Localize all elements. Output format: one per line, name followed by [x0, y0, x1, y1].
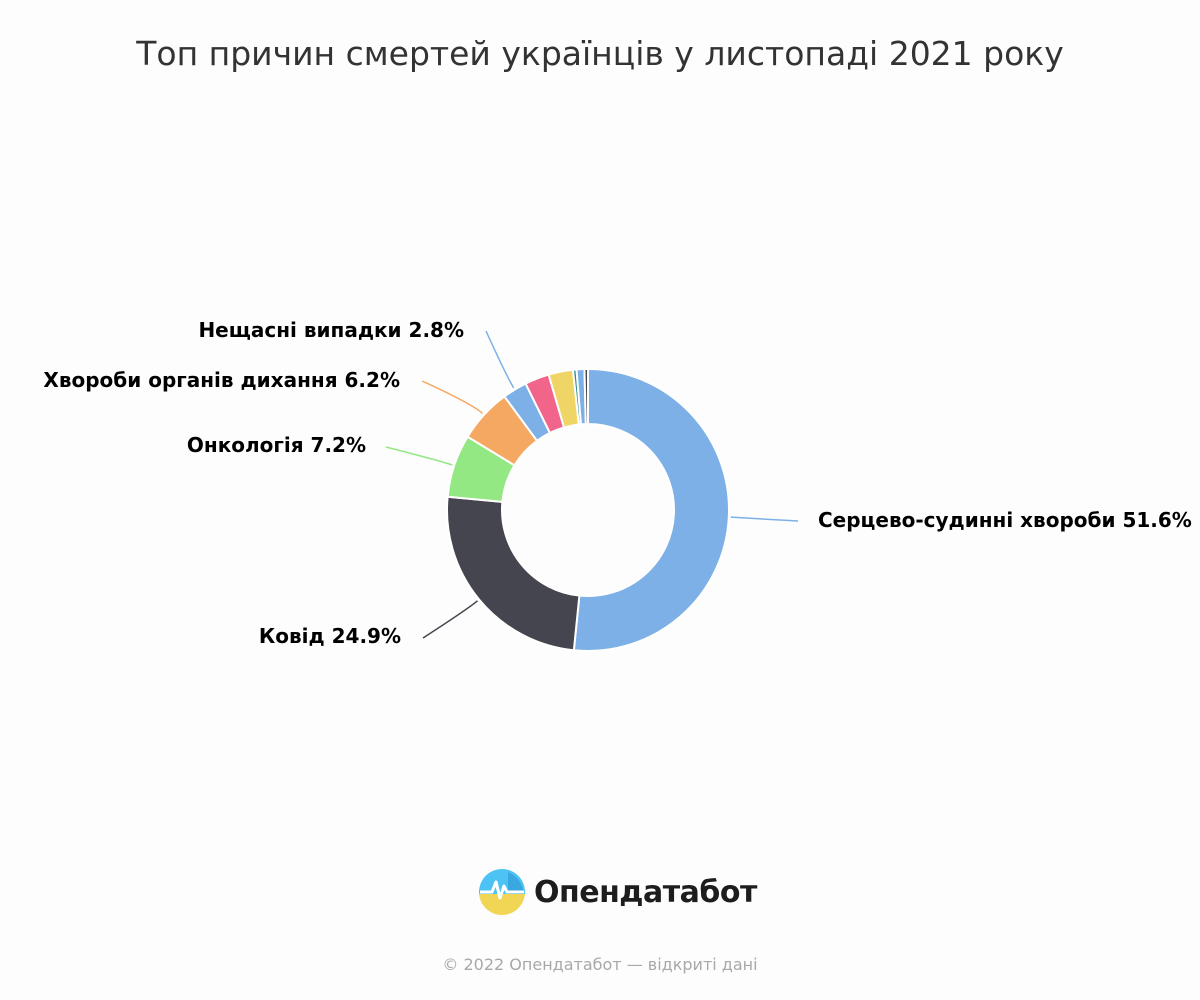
- logo-wordmark: Опендатабот: [534, 874, 757, 910]
- slice-label-0: Серцево-судинні хвороби 51.6%: [818, 508, 1192, 532]
- slice-label-3: Хвороби органів дихання 6.2%: [43, 368, 400, 392]
- slice-label-4: Нещасні випадки 2.8%: [198, 318, 464, 342]
- slice-labels: Серцево-судинні хвороби 51.6% Ковід 24.9%…: [43, 318, 1191, 648]
- donut-slice-9[interactable]: [583, 367, 589, 426]
- opendatabot-logo-icon: [479, 869, 525, 915]
- leader-line-4: [485, 330, 515, 389]
- donut-slice-1[interactable]: [446, 495, 581, 652]
- chart-title: Топ причин смертей українців у листопаді…: [136, 34, 1064, 73]
- leader-line-2: [385, 446, 453, 466]
- leader-line-1: [422, 600, 479, 639]
- opendatabot-logo: Опендатабот: [478, 866, 757, 918]
- label-leader-lines: [385, 330, 799, 639]
- donut-slice-0[interactable]: [572, 367, 730, 652]
- slice-label-1: Ковід 24.9%: [259, 624, 401, 648]
- donut-slices: [446, 367, 730, 652]
- slice-label-2: Онкологія 7.2%: [187, 433, 366, 457]
- leader-line-3: [421, 380, 484, 414]
- leader-line-0: [730, 516, 799, 522]
- footer-copyright: © 2022 Опендатабот — відкриті дані: [442, 955, 758, 974]
